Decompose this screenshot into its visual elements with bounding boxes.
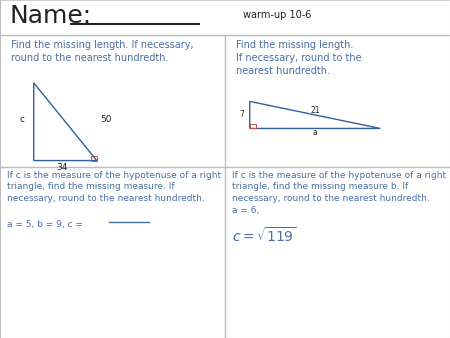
Text: a = 5, b = 9, c =: a = 5, b = 9, c = bbox=[7, 220, 86, 229]
Bar bbox=[250, 124, 256, 128]
Text: $c = \sqrt{119}$: $c = \sqrt{119}$ bbox=[232, 226, 296, 245]
Text: If c is the measure of the hypotenuse of a right
triangle, find the missing meas: If c is the measure of the hypotenuse of… bbox=[7, 171, 221, 203]
Text: c: c bbox=[19, 116, 24, 124]
Text: Find the missing length. If necessary,
round to the nearest hundredth.: Find the missing length. If necessary, r… bbox=[11, 40, 194, 63]
Text: 21: 21 bbox=[310, 106, 320, 115]
Text: 34: 34 bbox=[56, 163, 68, 172]
Text: Find the missing length.
If necessary, round to the
nearest hundredth.: Find the missing length. If necessary, r… bbox=[236, 40, 362, 76]
Text: If c is the measure of the hypotenuse of a right
triangle, find the missing meas: If c is the measure of the hypotenuse of… bbox=[232, 171, 446, 215]
Text: Name:: Name: bbox=[10, 4, 92, 28]
Text: 50: 50 bbox=[100, 116, 112, 124]
Text: a: a bbox=[313, 128, 317, 137]
Text: warm-up 10-6: warm-up 10-6 bbox=[243, 10, 311, 20]
Text: 7: 7 bbox=[240, 111, 244, 119]
Bar bbox=[91, 156, 97, 161]
